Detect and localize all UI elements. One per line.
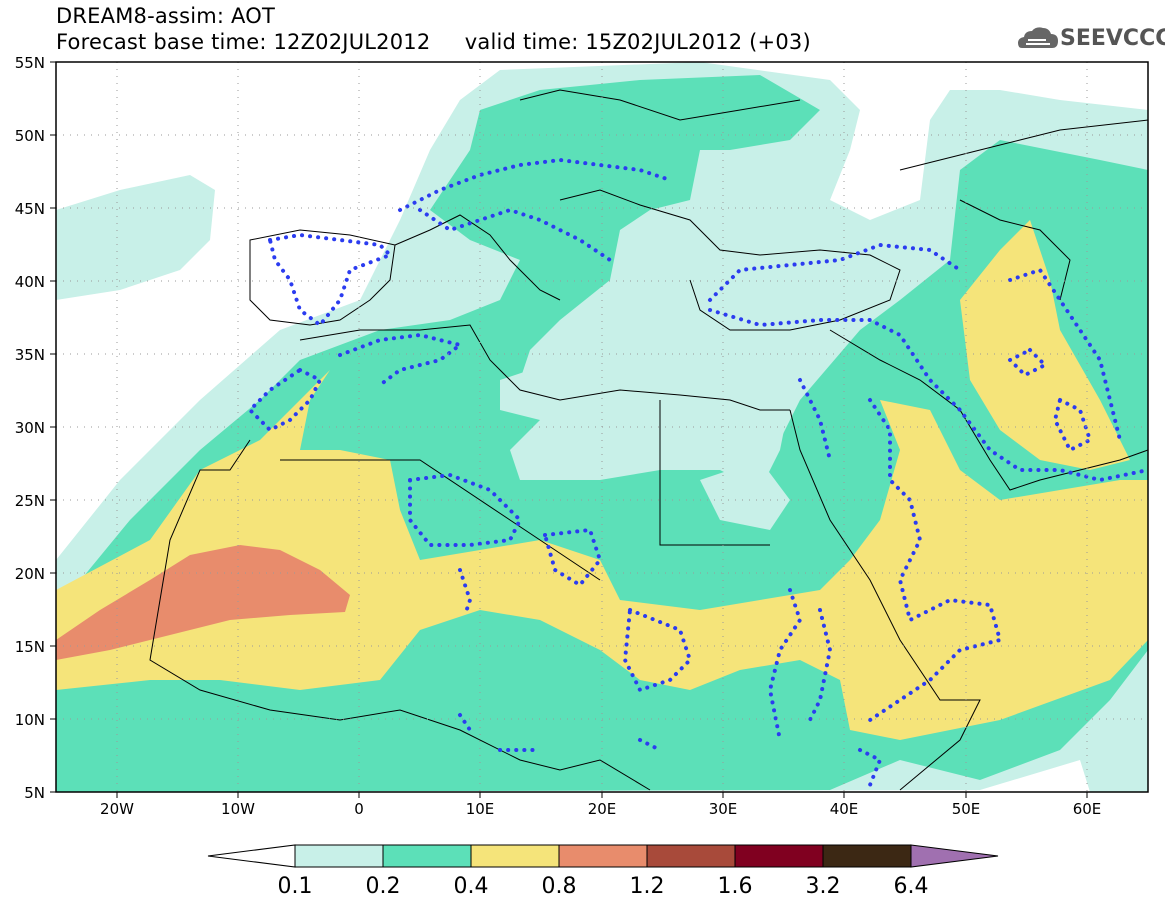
lat-label: 5N bbox=[24, 784, 45, 802]
lon-label: 10E bbox=[466, 800, 495, 818]
lat-label: 45N bbox=[15, 200, 45, 218]
lon-label: 40E bbox=[830, 800, 859, 818]
lat-label: 35N bbox=[15, 346, 45, 364]
lat-label: 30N bbox=[15, 419, 45, 437]
lat-label: 55N bbox=[15, 54, 45, 72]
cloud-icon bbox=[1018, 27, 1058, 48]
colorbar-label: 3.2 bbox=[806, 874, 841, 899]
lat-label: 10N bbox=[15, 711, 45, 729]
lat-label: 25N bbox=[15, 492, 45, 510]
colorbar-swatch bbox=[294, 844, 384, 868]
colorbar-label: 0.2 bbox=[366, 874, 401, 899]
lon-label: 20E bbox=[588, 800, 617, 818]
latitude-labels: 55N 50N 45N 40N 35N 30N 25N 20N 15N 10N … bbox=[15, 54, 45, 802]
forecast-time-subtitle: Forecast base time: 12Z02JUL2012 valid t… bbox=[56, 30, 811, 54]
lon-label: 20W bbox=[100, 800, 134, 818]
colorbar-high-arrow bbox=[910, 844, 999, 868]
aot-band-0.8 bbox=[56, 545, 350, 660]
colorbar-swatch bbox=[734, 844, 824, 868]
colorbar-swatch bbox=[822, 844, 912, 868]
colorbar-swatch bbox=[558, 844, 648, 868]
lon-label: 0 bbox=[354, 800, 364, 818]
aot-band-0.4 bbox=[56, 370, 1148, 740]
lat-label: 40N bbox=[15, 273, 45, 291]
graticule bbox=[56, 62, 1148, 792]
colorbar: 0.1 0.2 0.4 0.8 1.2 1.6 3.2 6.4 bbox=[207, 844, 999, 899]
longitude-labels: 20W 10W 0 10E 20E 30E 40E 50E 60E bbox=[100, 800, 1101, 818]
colorbar-low-arrow bbox=[207, 844, 296, 868]
colorbar-label: 0.1 bbox=[278, 874, 313, 899]
tick-marks bbox=[50, 61, 1088, 798]
colorbar-swatch bbox=[470, 844, 560, 868]
coastlines bbox=[149, 89, 1148, 791]
colorbar-label: 1.2 bbox=[630, 874, 665, 899]
colorbar-swatch bbox=[646, 844, 736, 868]
lat-label: 20N bbox=[15, 565, 45, 583]
lat-label: 50N bbox=[15, 127, 45, 145]
colorbar-label: 0.4 bbox=[454, 874, 489, 899]
lon-label: 30E bbox=[709, 800, 738, 818]
lat-label: 15N bbox=[15, 638, 45, 656]
lon-label: 10W bbox=[221, 800, 255, 818]
map-title: DREAM8-assim: AOT bbox=[56, 4, 275, 28]
lon-label: 60E bbox=[1073, 800, 1102, 818]
colorbar-label: 6.4 bbox=[894, 874, 929, 899]
colorbar-label: 0.8 bbox=[542, 874, 577, 899]
logo-text: SEEVCCC bbox=[1060, 26, 1165, 51]
aot-dotted-contours bbox=[247, 157, 1148, 787]
colorbar-swatch bbox=[382, 844, 472, 868]
colorbar-label: 1.6 bbox=[718, 874, 753, 899]
lon-label: 50E bbox=[952, 800, 981, 818]
